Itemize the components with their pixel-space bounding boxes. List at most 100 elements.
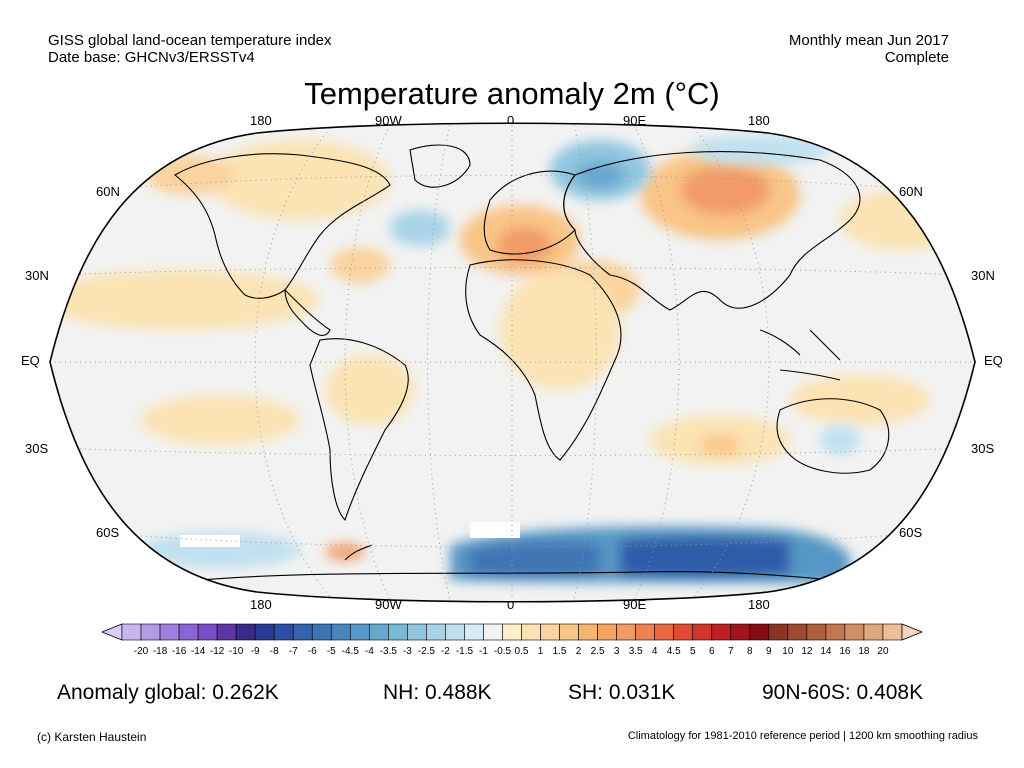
colorbar-tick-label: -5 — [326, 646, 336, 657]
colorbar-tick-label: -0.5 — [493, 646, 512, 657]
colorbar-swatch — [806, 623, 827, 641]
lat-label-left-30n: 30N — [25, 268, 49, 283]
colorbar-tick-label: -12 — [209, 646, 225, 657]
colorbar-tick-label: -8 — [269, 646, 279, 657]
colorbar-swatch — [540, 623, 560, 641]
lat-label-left-60s: 60S — [96, 525, 120, 540]
colorbar-swatch — [844, 623, 865, 641]
colorbar-swatch — [749, 623, 770, 641]
colorbar-swatch — [616, 623, 636, 641]
lon-label-top-0: 0 — [507, 113, 515, 128]
colorbar — [100, 623, 924, 641]
colorbar-tick-label: 6 — [708, 646, 715, 657]
colorbar-swatch — [863, 623, 884, 641]
lat-label-left-60n: 60N — [96, 184, 120, 199]
graticule — [50, 124, 975, 601]
colorbar-tick-label: -7 — [288, 646, 298, 657]
colorbar-swatch — [407, 623, 427, 641]
database-label: Date base: GHCNv3/ERSSTv4 — [48, 49, 255, 66]
colorbar-swatch — [216, 623, 237, 641]
colorbar-tick-label: 10 — [782, 646, 794, 657]
colorbar-swatch — [388, 623, 408, 641]
colorbar-tick-label: 2 — [575, 646, 582, 657]
colorbar-tick-label: 9 — [766, 646, 772, 657]
map-title: Temperature anomaly 2m (°C) — [304, 76, 720, 111]
arctic-anomaly: 90N-60S: 0.408K — [762, 681, 924, 704]
colorbar-tick-label: 4.5 — [666, 646, 681, 657]
colorbar-swatch — [197, 623, 218, 641]
globe-outline — [49, 122, 976, 603]
colorbar-tick-label: -2.5 — [417, 646, 435, 657]
southern-ocean-cool-band — [450, 526, 850, 585]
copyright: (c) Karsten Haustein — [37, 730, 147, 744]
global-anomaly: Anomaly global: 0.262K — [57, 681, 279, 704]
colorbar-swatch — [349, 623, 370, 641]
lat-label-right-eq: EQ — [984, 353, 1003, 368]
colorbar-tick-label: 1 — [537, 646, 544, 657]
colorbar-tick-label: -1.5 — [455, 646, 474, 657]
missing-data-patch — [180, 535, 240, 547]
colorbar-swatch — [730, 623, 751, 641]
colorbar-tick-label: 8 — [747, 646, 753, 657]
colorbar-swatch — [426, 623, 446, 641]
dataset-title: GISS global land-ocean temperature index — [48, 32, 332, 49]
colorbar-tick-label: -4 — [364, 646, 374, 657]
lon-label-top-180w: 180 — [250, 113, 272, 128]
colorbar-swatch — [311, 623, 332, 641]
colorbar-swatch — [578, 623, 598, 641]
colorbar-tick-label: 5 — [689, 646, 696, 657]
colorbar-tick-label: -4.5 — [341, 646, 359, 657]
colorbar-swatch — [273, 623, 294, 641]
colorbar-tick-label: 14 — [820, 646, 832, 657]
sh-anomaly: SH: 0.031K — [568, 681, 676, 704]
colorbar-tick-label: 7 — [727, 646, 734, 657]
lon-label-bottom-180w: 180 — [250, 597, 272, 612]
colorbar-tick-label: 1.5 — [552, 646, 567, 657]
colorbar-tick-label: 3 — [613, 646, 620, 657]
colorbar-tick-label: -20 — [133, 646, 149, 657]
colorbar-swatch — [825, 623, 846, 641]
lat-label-right-60n: 60N — [899, 184, 923, 199]
colorbar-swatch — [254, 623, 275, 641]
lon-label-bottom-0: 0 — [507, 597, 515, 612]
colorbar-over-arrow — [901, 623, 924, 641]
colorbar-swatch — [369, 623, 389, 641]
colorbar-swatch — [330, 623, 351, 641]
colorbar-swatch — [292, 623, 313, 641]
colorbar-swatch — [654, 623, 675, 641]
colorbar-swatch — [121, 623, 142, 641]
colorbar-tick-label: 3.5 — [628, 646, 643, 657]
coastlines — [174, 144, 890, 586]
colorbar-swatch — [692, 623, 713, 641]
colorbar-swatch — [787, 623, 808, 641]
colorbar-swatch — [178, 623, 199, 641]
colorbar-tick-label: 4 — [651, 646, 658, 657]
colorbar-swatch — [768, 623, 789, 641]
period-label: Monthly mean Jun 2017 — [788, 32, 949, 49]
colorbar-swatch — [140, 623, 161, 641]
colorbar-swatch — [882, 623, 903, 641]
lat-label-left-30s: 30S — [25, 441, 49, 456]
colorbar-tick-label: -3.5 — [379, 646, 397, 657]
climatology-note: Climatology for 1981-2010 reference peri… — [627, 730, 978, 742]
colorbar-tick-label: -16 — [171, 646, 187, 657]
completeness-label: Complete — [884, 49, 949, 66]
colorbar-swatch — [464, 623, 484, 641]
colorbar-tick-label: 16 — [839, 646, 851, 657]
colorbar-tick-label: -9 — [250, 646, 260, 657]
colorbar-swatch — [159, 623, 180, 641]
colorbar-tick-label: -10 — [228, 646, 244, 657]
colorbar-swatch — [502, 623, 522, 641]
colorbar-tick-label: -1 — [479, 646, 488, 657]
colorbar-tick-label: 2.5 — [590, 646, 605, 657]
colorbar-tick-label: -3 — [402, 646, 412, 657]
lat-label-right-30s: 30S — [971, 441, 995, 456]
colorbar-swatch — [559, 623, 579, 641]
colorbar-swatch — [711, 623, 732, 641]
colorbar-tick-label: -18 — [152, 646, 168, 657]
colorbar-tick-label: -2 — [440, 646, 450, 657]
colorbar-swatch — [235, 623, 256, 641]
lon-label-bottom-180e: 180 — [748, 597, 770, 612]
colorbar-tick-label: 20 — [877, 646, 889, 657]
lon-label-top-180e: 180 — [748, 113, 770, 128]
